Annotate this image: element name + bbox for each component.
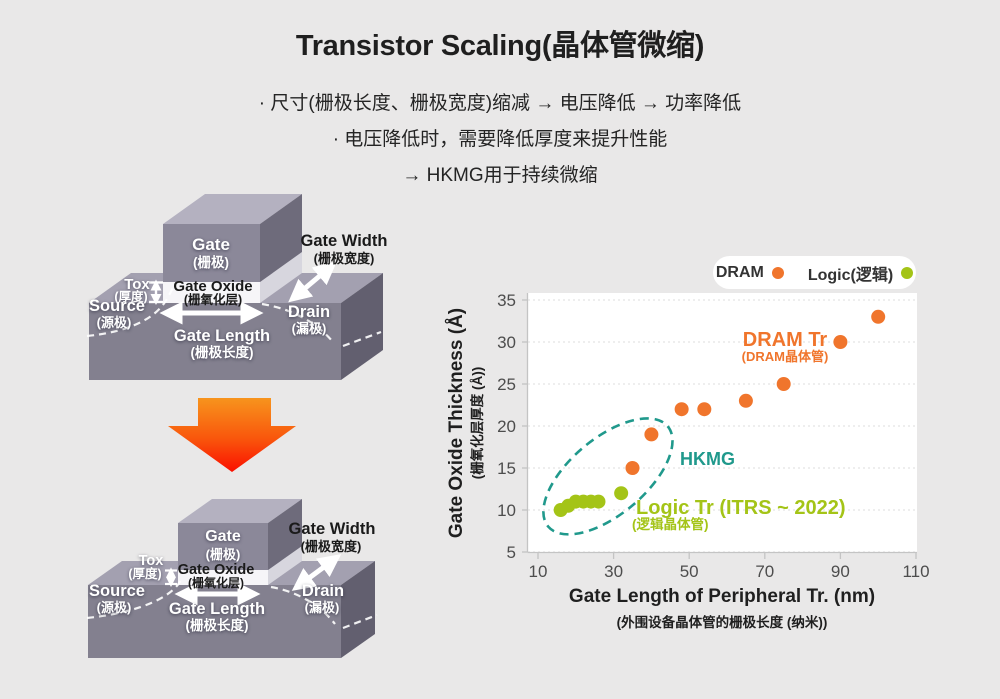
gate-width-label: Gate Width — [300, 232, 388, 250]
scaling-down-arrow — [160, 396, 300, 476]
tox-label: Tox — [124, 276, 150, 293]
transistor-diagram-before: Gate (栅极) Gate Width (栅极宽度) Tox (厚度) Gat… — [85, 190, 388, 385]
annotation-dram-tr: DRAM Tr — [742, 329, 828, 351]
legend-label-logic: Logic(逻辑) — [807, 266, 894, 284]
drain-label-zh: (漏极) — [291, 321, 327, 336]
source-label-zh: (源极) — [96, 600, 132, 615]
bullet-voltage-thickness: · 电压降低时，需要降低厚度来提升性能 — [332, 129, 668, 150]
gate-width-label-zh: (栅极宽度) — [313, 251, 375, 266]
y-axis-label: Gate Oxide Thickness (Å) (栅氧化层厚度 (Å)) — [446, 307, 485, 539]
bullet-hkmg-conclusion: → HKMG用于持续微缩 — [402, 165, 598, 186]
gate-length-label: Gate Length — [168, 600, 266, 618]
drain-label: Drain — [287, 303, 331, 321]
transistor-diagram-after: Gate (栅极) Gate Width (栅极宽度) Tox (厚度) Gat… — [85, 490, 395, 665]
x-axis-label-zh: (外围设备晶体管的栅极长度 (纳米)) — [616, 615, 828, 630]
gate-label-zh: (栅极) — [193, 255, 229, 270]
tox-label-zh: (厚度) — [128, 567, 162, 581]
slide-header: Transistor Scaling(晶体管微缩) · 尺寸(栅极长度、栅极宽度… — [0, 22, 1000, 196]
drain-label: Drain — [301, 582, 345, 600]
source-label-zh: (源极) — [96, 315, 132, 330]
legend-label-dram: DRAM — [715, 263, 764, 281]
page-title: Transistor Scaling(晶体管微缩) — [295, 30, 705, 62]
gate-oxide-label-zh: (栅氧化层) — [183, 293, 243, 307]
gate-oxide-label: Gate Oxide — [177, 562, 255, 578]
transistor-3d-shape — [86, 194, 383, 380]
gate-label: Gate — [205, 528, 241, 545]
chart-legend: DRAM Logic(逻辑) — [713, 256, 916, 289]
drain-label-zh: (漏极) — [304, 600, 340, 615]
gate-label: Gate — [192, 235, 230, 254]
gate-length-label-zh: (栅极长度) — [185, 618, 249, 633]
gate-oxide-label: Gate Oxide — [173, 278, 253, 295]
plot-area — [522, 293, 917, 559]
transistor-3d-shape — [86, 499, 378, 658]
tox-label-zh: (厚度) — [114, 290, 148, 304]
legend-dot-dram — [771, 266, 784, 279]
gate-width-label-zh: (栅极宽度) — [300, 539, 362, 554]
source-label: Source — [89, 297, 145, 315]
gate-oxide-label-zh: (栅氧化层) — [188, 576, 244, 590]
gate-length-label-zh: (栅极长度) — [190, 345, 254, 360]
scatter-chart: DRAM Logic(逻辑) 10 30 50 70 90 110 5 10 15 20 25 30… — [440, 250, 980, 650]
annotation-logic-tr: Logic Tr (ITRS ~ 2022) — [636, 497, 846, 519]
tox-label: Tox — [138, 553, 164, 569]
annotation-logic-tr-zh: (逻辑晶体管) — [632, 517, 709, 532]
gate-width-label: Gate Width — [288, 520, 376, 538]
gate-length-label: Gate Length — [173, 327, 271, 345]
gate-label-zh: (栅极) — [205, 547, 241, 562]
annotation-hkmg: HKMG — [680, 449, 735, 469]
annotation-dram-tr-zh: (DRAM晶体管) — [741, 349, 829, 364]
x-axis-label: Gate Length of Peripheral Tr. (nm) — [568, 586, 876, 607]
legend-dot-logic — [901, 266, 914, 279]
bullet-size-reduction: · 尺寸(栅极长度、栅极宽度)缩减 → 电压降低 → 功率降低 — [258, 93, 742, 114]
source-label: Source — [89, 582, 145, 600]
